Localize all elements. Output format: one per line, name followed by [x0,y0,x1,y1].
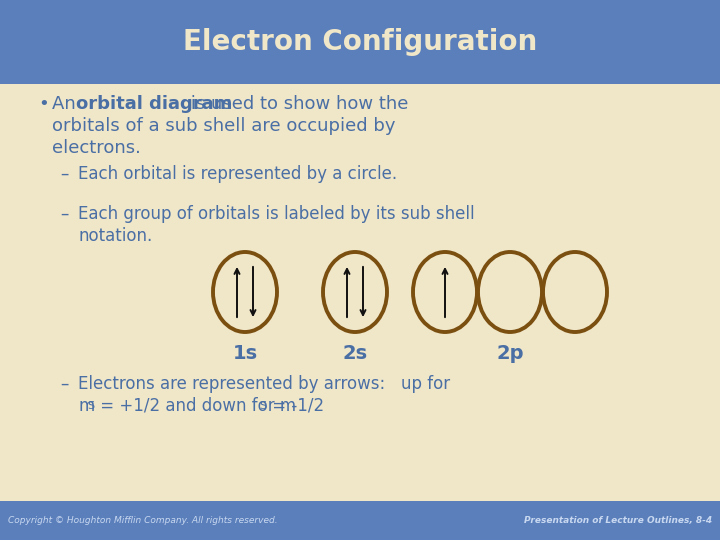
Text: Electron Configuration: Electron Configuration [183,28,537,56]
Text: •: • [38,95,49,113]
Text: notation.: notation. [78,227,152,245]
Text: 1s: 1s [233,344,258,363]
Text: Each orbital is represented by a circle.: Each orbital is represented by a circle. [78,165,397,183]
Text: –: – [60,205,68,223]
Text: Presentation of Lecture Outlines, 8-4: Presentation of Lecture Outlines, 8-4 [524,516,712,525]
Text: Electrons are represented by arrows:   up for: Electrons are represented by arrows: up … [78,375,450,393]
Text: = +1/2 and down for m: = +1/2 and down for m [95,397,296,415]
Text: S: S [259,401,266,411]
Text: Each group of orbitals is labeled by its sub shell: Each group of orbitals is labeled by its… [78,205,474,223]
Text: Copyright © Houghton Mifflin Company. All rights reserved.: Copyright © Houghton Mifflin Company. Al… [8,516,278,525]
Text: = -1/2: = -1/2 [267,397,324,415]
Text: –: – [60,165,68,183]
Text: m: m [78,397,94,415]
Text: orbitals of a sub shell are occupied by: orbitals of a sub shell are occupied by [52,117,395,135]
Text: orbital diagram: orbital diagram [76,95,233,113]
Text: –: – [60,375,68,393]
Text: 2s: 2s [343,344,368,363]
Text: An: An [52,95,81,113]
Text: 2p: 2p [496,344,523,363]
Bar [0,501,720,540]
Bar [0,0,720,84]
Text: electrons.: electrons. [52,139,141,157]
Text: S: S [87,401,94,411]
Text: is used to show how the: is used to show how the [185,95,408,113]
